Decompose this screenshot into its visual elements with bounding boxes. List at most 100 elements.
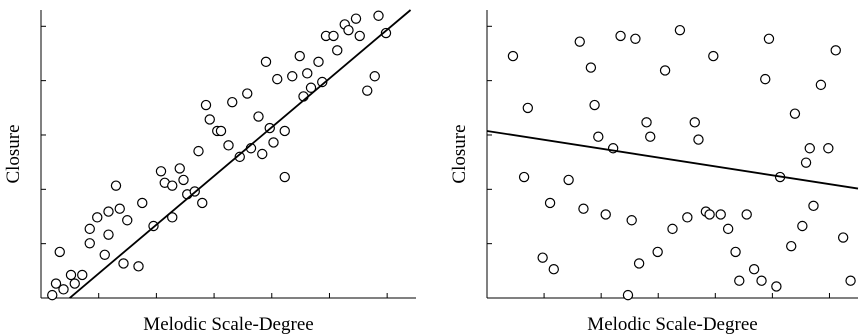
right-chart-data-point bbox=[645, 131, 656, 142]
left-chart-data-point bbox=[167, 180, 178, 191]
right-chart-data-point bbox=[722, 223, 734, 235]
right-chart-data-point bbox=[585, 62, 597, 73]
right-chart-data-point bbox=[786, 240, 797, 252]
left-chart-data-point bbox=[272, 73, 283, 85]
right-chart-data-point bbox=[837, 232, 849, 243]
right-chart-data-point bbox=[823, 143, 834, 154]
right-chart-points bbox=[507, 24, 856, 301]
left-chart-data-point bbox=[260, 56, 272, 68]
left-chart-data-point bbox=[84, 238, 95, 249]
left-chart-x-axis-label: Melodic Scale-Degree bbox=[143, 314, 313, 335]
right-chart-data-point bbox=[548, 264, 559, 275]
right-chart-data-point bbox=[800, 157, 812, 168]
right-chart-data-point bbox=[652, 246, 663, 258]
right-chart-data-point bbox=[633, 258, 645, 269]
right-chart-data-point bbox=[659, 65, 671, 76]
right-chart-data-point bbox=[741, 209, 752, 220]
left-chart-data-point bbox=[99, 249, 110, 260]
right-chart-data-point bbox=[522, 102, 534, 114]
left-chart-data-point bbox=[65, 269, 77, 281]
right-chart-data-point bbox=[593, 131, 604, 142]
left-chart-data-point bbox=[223, 140, 234, 151]
left-chart-data-point bbox=[227, 96, 238, 108]
right-chart-data-point bbox=[715, 209, 726, 220]
left-chart-data-point bbox=[354, 30, 365, 42]
left-chart-data-point bbox=[215, 125, 227, 137]
right-chart-data-point bbox=[760, 73, 771, 85]
right-chart-data-point bbox=[622, 289, 634, 301]
left-chart-regression-line bbox=[69, 9, 412, 299]
left-chart-data-point bbox=[332, 45, 343, 56]
right-chart-data-point bbox=[797, 220, 808, 232]
left-chart-data-point bbox=[317, 76, 328, 88]
left-chart-data-point bbox=[253, 111, 264, 122]
left-chart-data-point bbox=[50, 278, 62, 289]
right-chart-data-point bbox=[771, 281, 782, 292]
right-chart-data-point bbox=[674, 24, 686, 36]
left-chart-data-point bbox=[133, 261, 144, 272]
left-chart-data-point bbox=[77, 269, 88, 281]
left-chart-data-point bbox=[328, 30, 339, 42]
right-chart-data-point bbox=[815, 79, 827, 91]
left-chart-axes bbox=[40, 10, 416, 299]
right-chart-data-point bbox=[615, 30, 626, 42]
right-chart-data-point bbox=[704, 209, 715, 220]
left-chart-data-point bbox=[110, 180, 122, 191]
right-chart-data-point bbox=[630, 33, 641, 45]
left-chart-data-point bbox=[279, 125, 290, 137]
left-chart-data-point bbox=[200, 99, 212, 111]
right-chart-data-point bbox=[730, 246, 741, 258]
right-chart-data-point bbox=[693, 134, 704, 145]
right-chart-data-point bbox=[845, 275, 856, 286]
left-chart-data-point bbox=[343, 24, 354, 36]
left-chart-data-point bbox=[313, 56, 324, 68]
left-chart-data-point bbox=[103, 206, 114, 217]
right-chart-data-point bbox=[626, 215, 637, 226]
right-chart-data-point bbox=[641, 117, 652, 128]
left-chart-data-point bbox=[302, 68, 313, 79]
left-chart-data-point bbox=[174, 163, 185, 174]
left-chart-panel: Melodic Scale-Degree Closure bbox=[3, 9, 416, 335]
right-chart-data-point bbox=[518, 171, 530, 183]
left-chart-data-point bbox=[287, 71, 298, 82]
left-chart-data-point bbox=[178, 174, 189, 186]
right-chart-data-point bbox=[734, 275, 745, 286]
right-chart-data-point bbox=[563, 174, 574, 186]
right-chart-y-axis-label: Closure bbox=[449, 124, 470, 183]
left-chart-data-point bbox=[118, 258, 129, 269]
left-chart-data-point bbox=[362, 85, 373, 96]
right-chart-data-point bbox=[578, 203, 589, 214]
left-chart-data-point bbox=[268, 137, 279, 148]
right-chart-data-point bbox=[763, 33, 775, 45]
left-chart-data-point bbox=[204, 114, 215, 125]
right-chart-data-point bbox=[589, 99, 600, 111]
left-chart-data-point bbox=[167, 212, 178, 223]
right-chart-data-point bbox=[682, 212, 693, 223]
right-chart-data-point bbox=[708, 50, 719, 62]
left-chart-data-point bbox=[373, 10, 384, 21]
left-chart-data-point bbox=[197, 197, 208, 209]
left-chart-data-point bbox=[242, 88, 253, 99]
right-chart-data-point bbox=[600, 209, 611, 220]
right-chart-data-point bbox=[804, 143, 815, 154]
left-chart-data-point bbox=[257, 148, 268, 160]
right-chart-data-point bbox=[748, 264, 760, 275]
right-chart-panel: Melodic Scale-Degree Closure bbox=[449, 10, 859, 335]
left-chart-data-point bbox=[369, 71, 380, 82]
right-chart-data-point bbox=[830, 45, 841, 56]
left-chart-data-point bbox=[279, 171, 290, 183]
left-chart-data-point bbox=[305, 82, 317, 93]
left-chart-data-point bbox=[69, 278, 80, 289]
right-chart-data-point bbox=[756, 275, 767, 286]
right-chart-data-point bbox=[808, 200, 819, 212]
left-chart-data-point bbox=[54, 246, 65, 258]
right-chart-data-point bbox=[667, 223, 678, 235]
left-chart-data-point bbox=[137, 197, 148, 209]
right-chart-regression-line bbox=[486, 130, 859, 190]
right-chart-data-point bbox=[544, 197, 556, 209]
left-chart-data-point bbox=[47, 289, 58, 301]
right-chart-data-point bbox=[537, 252, 548, 263]
left-chart-data-point bbox=[84, 223, 95, 235]
right-chart-data-point bbox=[789, 108, 801, 119]
right-chart-data-point bbox=[689, 117, 700, 128]
